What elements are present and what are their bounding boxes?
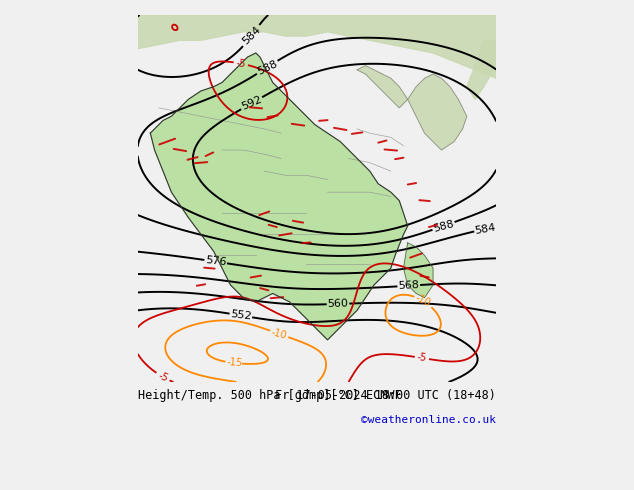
Text: -5: -5 bbox=[417, 352, 427, 364]
Polygon shape bbox=[138, 15, 496, 78]
Polygon shape bbox=[467, 40, 496, 99]
Text: Height/Temp. 500 hPa [gdmp][°C] ECMWF: Height/Temp. 500 hPa [gdmp][°C] ECMWF bbox=[138, 390, 401, 402]
Text: 588: 588 bbox=[256, 58, 279, 76]
Polygon shape bbox=[403, 243, 433, 297]
Text: -15: -15 bbox=[226, 357, 243, 368]
Text: 584: 584 bbox=[240, 25, 262, 47]
Polygon shape bbox=[150, 53, 408, 340]
Text: -10: -10 bbox=[270, 327, 288, 341]
Text: -10: -10 bbox=[414, 293, 432, 309]
Text: -5: -5 bbox=[157, 370, 169, 383]
Text: 560: 560 bbox=[327, 299, 349, 309]
Text: 552: 552 bbox=[230, 309, 252, 322]
Text: 568: 568 bbox=[398, 280, 420, 291]
Text: 584: 584 bbox=[474, 222, 497, 236]
Text: -5: -5 bbox=[235, 58, 247, 69]
Text: ©weatheronline.co.uk: ©weatheronline.co.uk bbox=[361, 415, 496, 425]
Text: 576: 576 bbox=[205, 255, 227, 268]
Text: 592: 592 bbox=[240, 95, 263, 112]
Polygon shape bbox=[357, 66, 467, 150]
Text: Fr 17-05-2024 18:00 UTC (18+48): Fr 17-05-2024 18:00 UTC (18+48) bbox=[275, 390, 496, 402]
Text: 588: 588 bbox=[432, 219, 455, 234]
